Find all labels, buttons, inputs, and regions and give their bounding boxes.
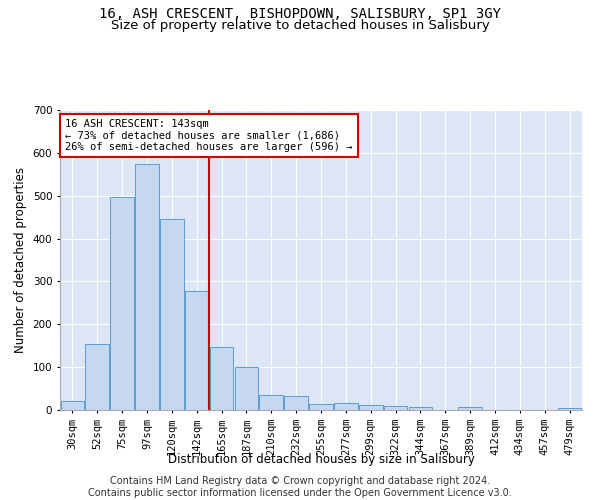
Bar: [185, 291, 209, 410]
Bar: [359, 405, 383, 410]
Bar: [284, 396, 308, 410]
Text: Distribution of detached houses by size in Salisbury: Distribution of detached houses by size …: [167, 452, 475, 466]
Bar: [135, 164, 159, 410]
Bar: [458, 406, 482, 410]
Y-axis label: Number of detached properties: Number of detached properties: [14, 167, 27, 353]
Bar: [384, 406, 407, 410]
Text: 16 ASH CRESCENT: 143sqm
← 73% of detached houses are smaller (1,686)
26% of semi: 16 ASH CRESCENT: 143sqm ← 73% of detache…: [65, 119, 353, 152]
Bar: [558, 408, 581, 410]
Bar: [210, 346, 233, 410]
Bar: [409, 408, 432, 410]
Bar: [85, 344, 109, 410]
Text: Contains HM Land Registry data © Crown copyright and database right 2024.
Contai: Contains HM Land Registry data © Crown c…: [88, 476, 512, 498]
Bar: [235, 367, 258, 410]
Bar: [259, 395, 283, 410]
Bar: [61, 400, 84, 410]
Bar: [334, 402, 358, 410]
Text: Size of property relative to detached houses in Salisbury: Size of property relative to detached ho…: [110, 18, 490, 32]
Bar: [160, 220, 184, 410]
Bar: [309, 404, 333, 410]
Bar: [110, 196, 134, 410]
Text: 16, ASH CRESCENT, BISHOPDOWN, SALISBURY, SP1 3GY: 16, ASH CRESCENT, BISHOPDOWN, SALISBURY,…: [99, 8, 501, 22]
